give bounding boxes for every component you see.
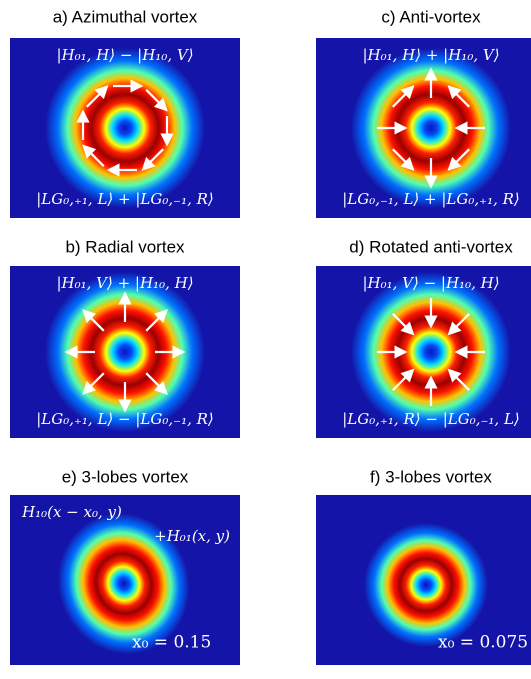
intensity-beam: [364, 523, 488, 647]
field-formula: +H₀₁(x, y): [154, 527, 230, 545]
intensity-beam: [351, 272, 511, 432]
state-formula: |LG₀,₊₁, L⟩ + |LG₀,₋₁, R⟩: [36, 190, 214, 208]
state-formula: |LG₀,₋₁, L⟩ + |LG₀,₊₁, R⟩: [342, 190, 520, 208]
state-formula: |H₀₁, V⟩ − |H₁₀, H⟩: [362, 274, 499, 292]
displacement-label: x₀ = 0.075: [438, 633, 528, 653]
field-formula: H₁₀(x − x₀, y): [21, 503, 122, 521]
state-formula: |H₀₁, V⟩ + |H₁₀, H⟩: [56, 274, 193, 292]
state-formula: |LG₀,₊₁, R⟩ − |LG₀,₋₁, L⟩: [342, 410, 520, 428]
intensity-beam: [45, 48, 205, 208]
panel-title: c) Anti-vortex: [381, 7, 481, 26]
panel-title: a) Azimuthal vortex: [53, 7, 198, 26]
panel-title: b) Radial vortex: [65, 237, 185, 256]
intensity-beam: [45, 272, 205, 432]
page: {"panels": [ {"title": "a) Azimuthal vor…: [0, 0, 531, 679]
state-formula: |H₀₁, H⟩ + |H₁₀, V⟩: [362, 46, 499, 64]
displacement-label: x₀ = 0.15: [132, 633, 211, 653]
panel-title: f) 3-lobes vortex: [370, 467, 492, 486]
state-formula: |LG₀,₊₁, L⟩ − |LG₀,₋₁, R⟩: [36, 410, 214, 428]
panel-title: e) 3-lobes vortex: [62, 467, 189, 486]
state-formula: |H₀₁, H⟩ − |H₁₀, V⟩: [56, 46, 193, 64]
panel-title: d) Rotated anti-vortex: [349, 237, 513, 256]
intensity-beam: [351, 48, 511, 208]
figure: a) Azimuthal vortex |H₀₁, H⟩ − |H₁₀, V⟩ |L…: [0, 0, 531, 679]
